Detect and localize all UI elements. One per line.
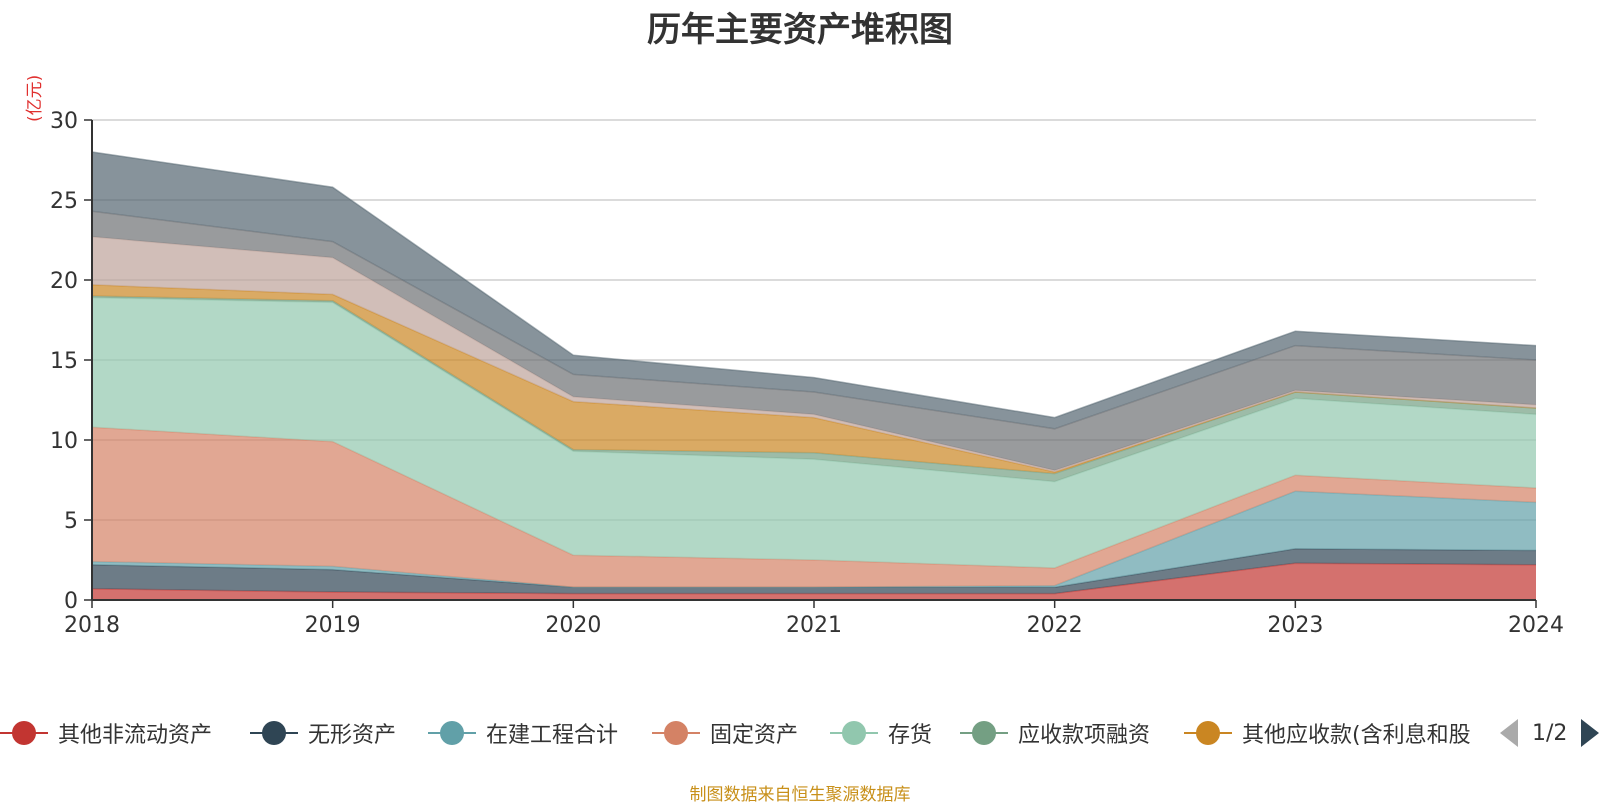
legend-item-intangible-assets[interactable]: 无形资产 [250, 716, 396, 750]
legend-next-page-icon[interactable] [1581, 719, 1600, 747]
y-tick-label: 25 [50, 189, 78, 214]
legend-item-other-receivables[interactable]: 其他应收款(含利息和股 [1184, 716, 1484, 750]
legend-item-construction-in-progress[interactable]: 在建工程合计 [428, 716, 618, 750]
chart-title: 历年主要资产堆积图 [647, 10, 953, 50]
stacked-area-chart: 0 5 10 15 20 25 30 2018 2019 2020 2021 2022 2023 2024 [50, 109, 1564, 638]
legend-marker-icon [250, 721, 298, 745]
legend-label: 应收款项融资 [1018, 723, 1151, 748]
legend-label: 固定资产 [710, 723, 799, 748]
legend-label: 存货 [888, 723, 933, 748]
data-source-note: 制图数据来自恒生聚源数据库 [689, 785, 911, 805]
legend-item-receivables-financing[interactable]: 应收款项融资 [960, 716, 1150, 750]
x-tick-label: 2023 [1267, 613, 1323, 638]
legend-item-other-noncurrent-assets[interactable]: 其他非流动资产 [0, 716, 212, 750]
y-tick-label: 5 [64, 509, 78, 534]
x-tick-label: 2022 [1027, 613, 1083, 638]
x-tick-label: 2021 [786, 613, 842, 638]
legend-marker-icon [652, 721, 700, 745]
series-area [92, 211, 1536, 471]
series-area [92, 152, 1536, 429]
legend-marker-icon [830, 721, 878, 745]
y-tick-label: 15 [50, 349, 78, 374]
series-area [92, 236, 1536, 472]
y-tick-label: 20 [50, 269, 78, 294]
series-area [92, 563, 1536, 600]
legend-marker-icon [1184, 721, 1232, 745]
y-tick-label: 30 [50, 109, 78, 134]
legend-label: 无形资产 [308, 723, 397, 748]
series-area [92, 296, 1536, 482]
series-area [92, 548, 1536, 594]
series-area [92, 427, 1536, 588]
series-area [92, 297, 1536, 568]
legend-marker-icon [428, 721, 476, 745]
x-tick-label: 2019 [305, 613, 361, 638]
series-area [92, 491, 1536, 588]
legend-prev-page-icon[interactable] [1500, 719, 1518, 747]
legend-item-fixed-assets[interactable]: 固定资产 [652, 716, 798, 750]
legend-label: 其他应收款(含利息和股 [1242, 723, 1471, 748]
legend-label: 其他非流动资产 [58, 723, 213, 748]
series-area [92, 284, 1536, 474]
y-tick-label: 0 [64, 589, 78, 614]
legend-page-indicator: 1/2 [1532, 720, 1568, 746]
legend-label: 在建工程合计 [486, 723, 619, 748]
legend-marker-icon [960, 721, 1008, 745]
legend-marker-icon [0, 721, 48, 745]
x-tick-label: 2020 [545, 613, 601, 638]
legend-item-inventory[interactable]: 存货 [830, 716, 932, 750]
x-tick-label: 2024 [1508, 613, 1564, 638]
y-tick-label: 10 [50, 429, 78, 454]
series-line [91, 151, 1537, 419]
x-tick-label: 2018 [64, 613, 120, 638]
legend-pager: 1/2 [1500, 716, 1600, 750]
